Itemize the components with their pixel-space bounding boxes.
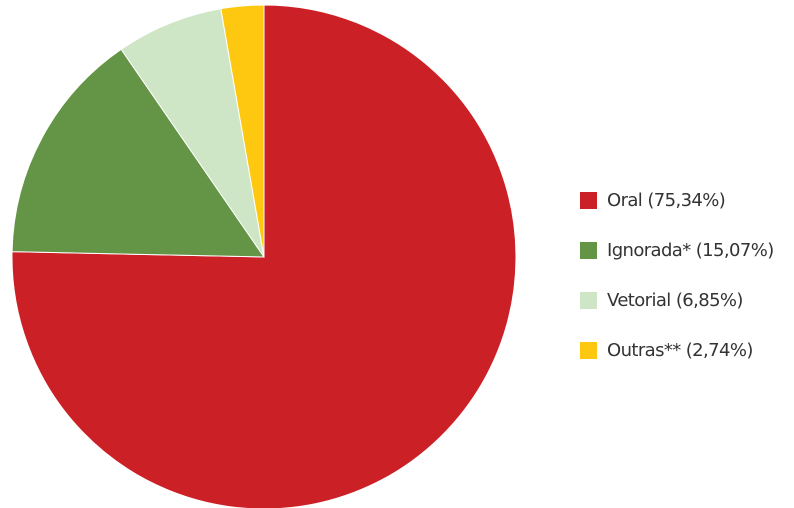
legend: Oral (75,34%) Ignorada* (15,07%) Vetoria… (580, 188, 790, 362)
legend-label-oral: Oral (75,34%) (607, 189, 726, 211)
legend-swatch-outras (580, 341, 597, 359)
pie-slice-ignorada (11, 48, 265, 258)
legend-item-vetorial: Vetorial (6,85%) (580, 288, 790, 312)
legend-label-outras: Outras** (2,74%) (607, 339, 753, 361)
legend-swatch-vetorial (580, 291, 597, 309)
legend-label-vetorial: Vetorial (6,85%) (607, 289, 743, 311)
pie-slice-vetorial (120, 8, 265, 258)
legend-label-ignorada: Ignorada* (15,07%) (607, 239, 774, 261)
legend-item-outras: Outras** (2,74%) (580, 338, 790, 362)
legend-item-ignorada: Ignorada* (15,07%) (580, 238, 790, 262)
legend-swatch-oral (580, 191, 597, 209)
legend-swatch-ignorada (580, 241, 597, 259)
pie-slice-outras (220, 4, 265, 258)
legend-item-oral: Oral (75,34%) (580, 188, 790, 212)
